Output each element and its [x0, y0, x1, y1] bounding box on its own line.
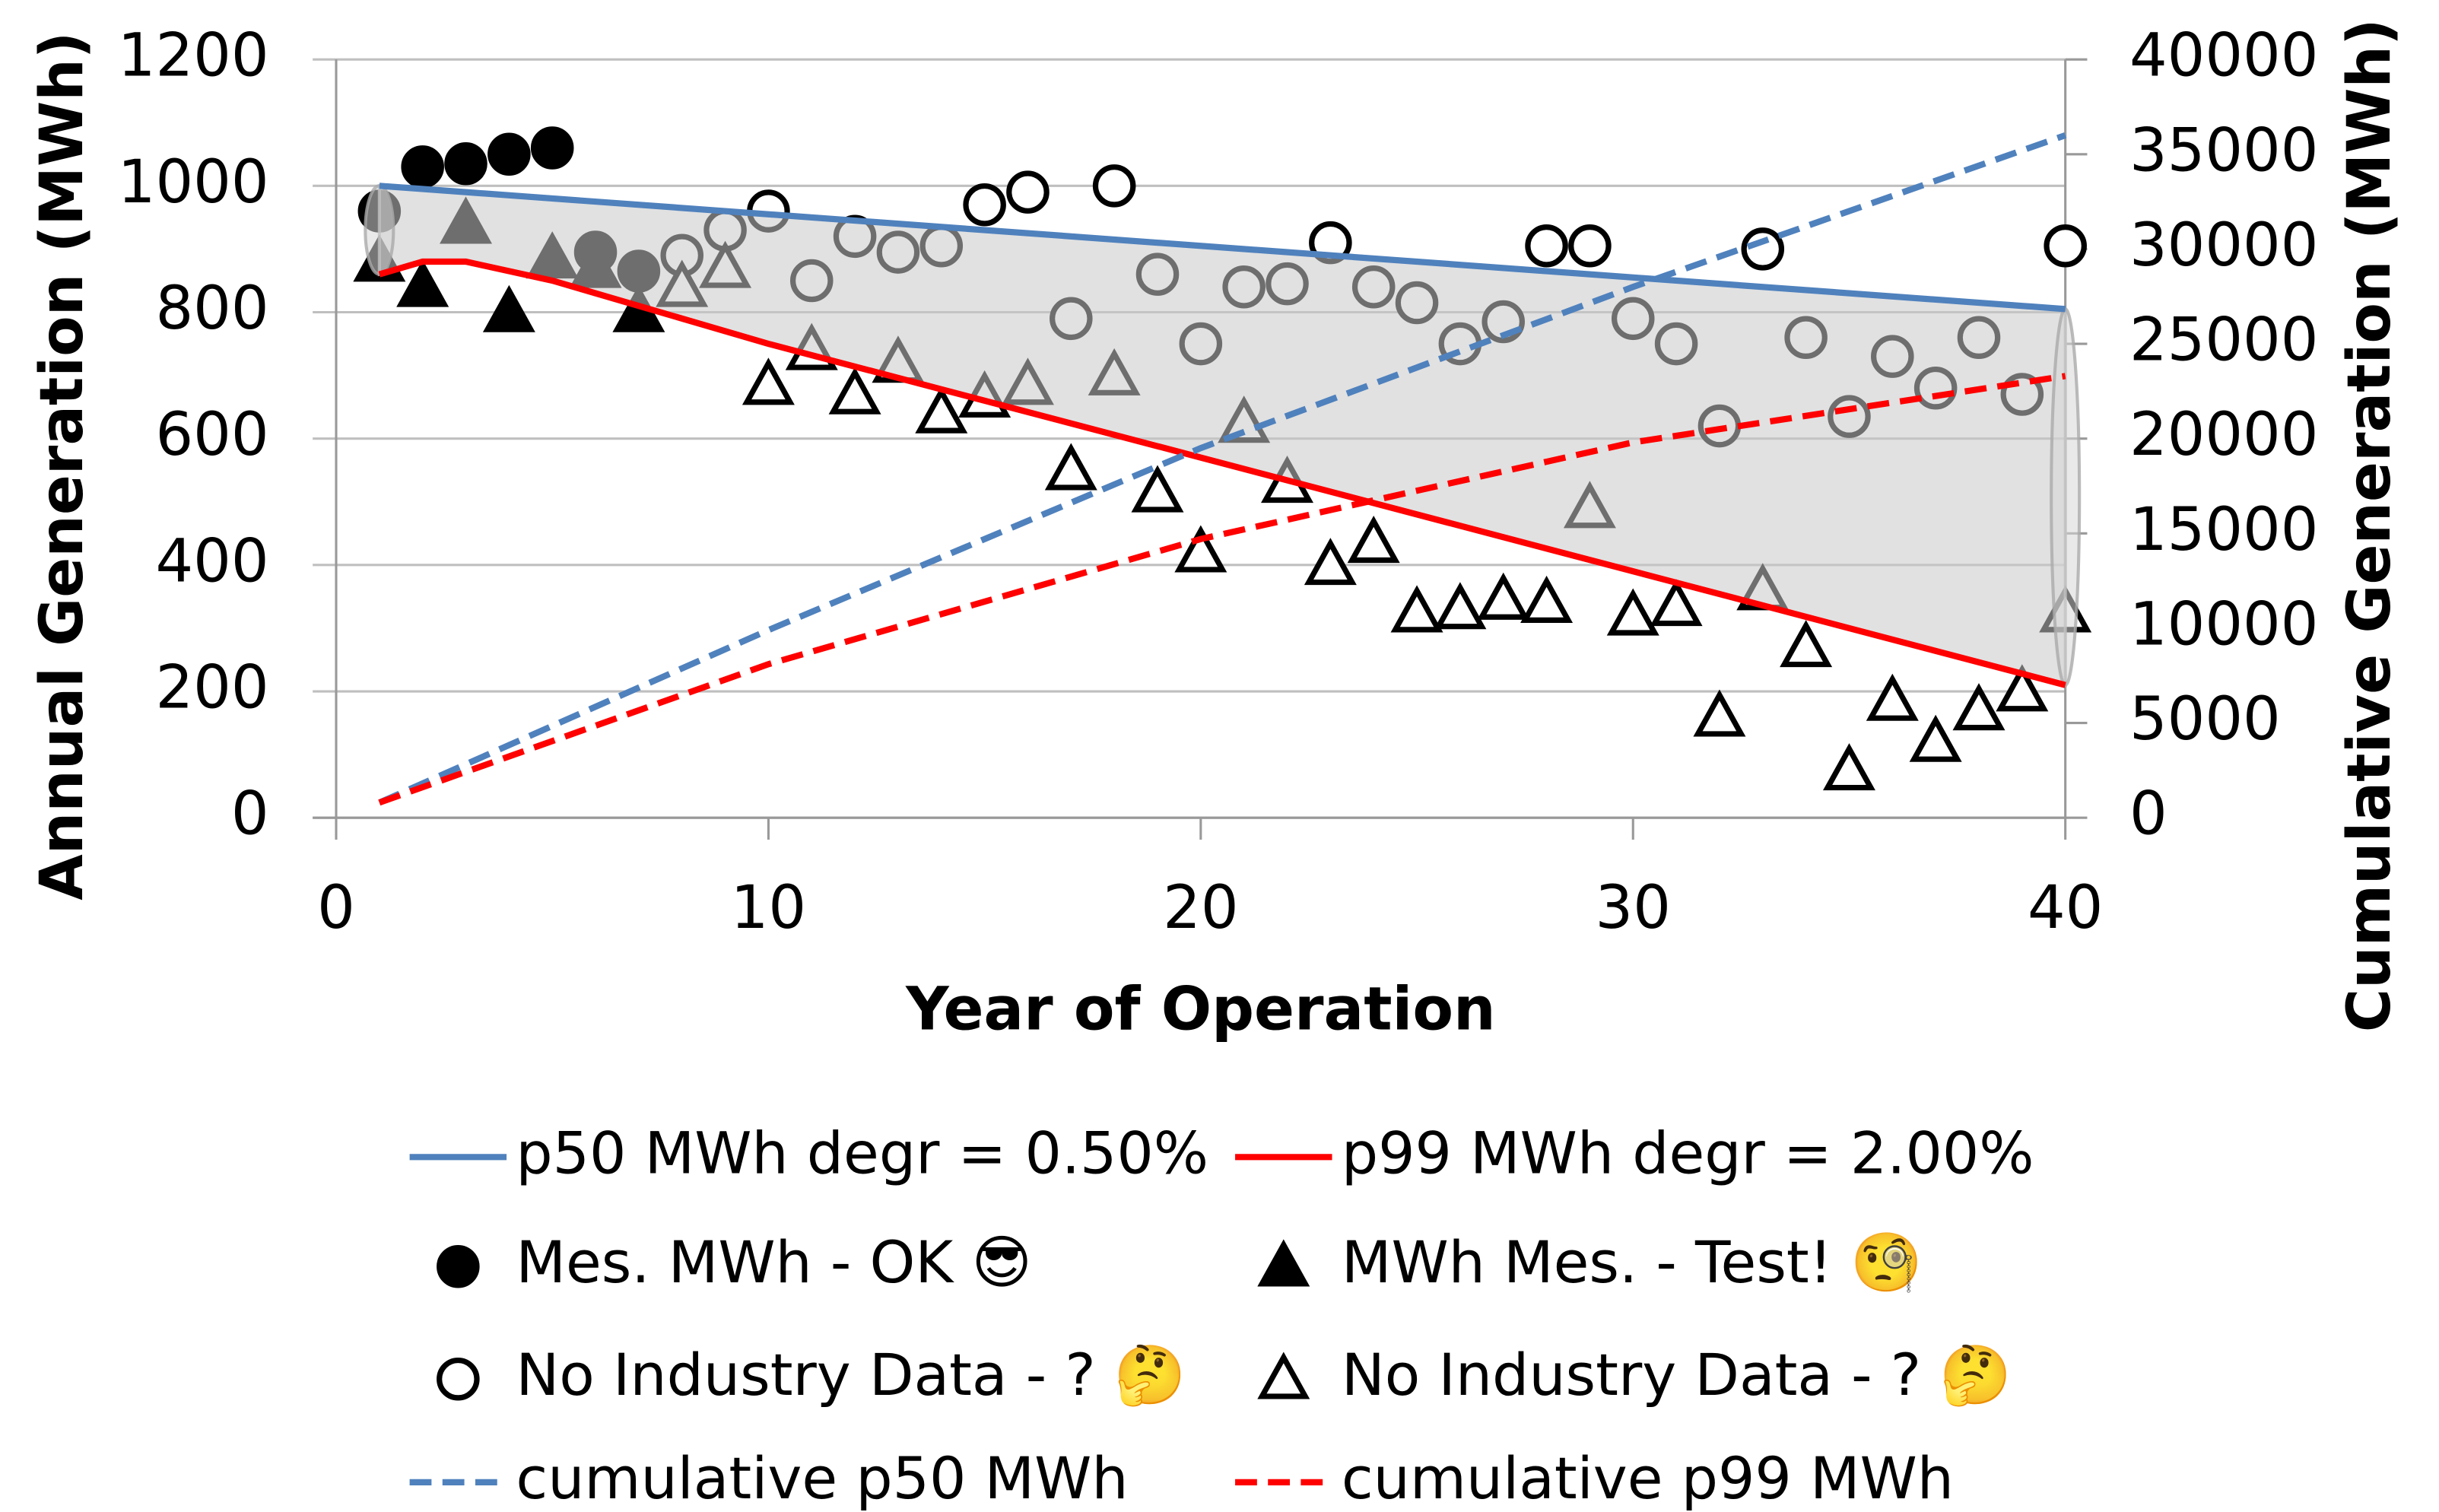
y-tick-label: 400: [155, 526, 268, 596]
y-axis-title: Annual Generation (MWh): [27, 31, 97, 900]
y-tick-label: 1000: [118, 148, 269, 217]
marker: [437, 1357, 480, 1401]
legend-label: cumulative p99 MWh: [1342, 1444, 1954, 1512]
marker: [1909, 714, 1962, 762]
y-tick-label: 800: [155, 274, 268, 343]
marker: [1650, 579, 1703, 627]
marker: [444, 141, 487, 186]
marker: [1257, 1239, 1310, 1287]
marker: [1568, 224, 1612, 268]
marker: [530, 126, 574, 170]
y2-tick-label: 35000: [2129, 116, 2318, 185]
marker: [1006, 170, 1050, 214]
y2-tick-label: 0: [2129, 780, 2167, 849]
legend-label: p50 MWh degr = 0.50%: [516, 1119, 1208, 1186]
marker: [1304, 538, 1357, 586]
line: [379, 183, 2066, 313]
marker: [437, 1244, 480, 1288]
legend-label: Mes. MWh - OK 😎: [516, 1228, 1031, 1296]
marker: [1996, 664, 2049, 712]
x-tick-label: 30: [1596, 873, 1671, 942]
marker: [1044, 443, 1097, 491]
marker: [1866, 673, 1919, 721]
marker: [828, 367, 881, 415]
line: [378, 373, 2066, 806]
x-axis-title: Year of Operation: [905, 975, 1496, 1044]
marker: [742, 357, 795, 405]
marker: [1477, 572, 1530, 620]
x-tick-label: 0: [317, 873, 355, 942]
labels: 0200400600800100012000500010000150002000…: [118, 21, 2319, 942]
y-tick-label: 1200: [118, 21, 269, 91]
marker: [1525, 224, 1568, 268]
x-tick-label: 40: [2028, 873, 2103, 942]
y2-tick-label: 5000: [2129, 685, 2281, 754]
line: [378, 132, 2067, 806]
marker: [2044, 224, 2087, 268]
lines: [378, 132, 2067, 806]
cone-end: [364, 184, 395, 276]
cone-end: [2050, 307, 2082, 687]
marker: [1780, 620, 1833, 668]
marker: [1174, 525, 1227, 573]
y2-tick-label: 15000: [2129, 495, 2318, 564]
line: [378, 258, 2066, 688]
legend: p50 MWh degr = 0.50% p99 MWh degr = 2.00%…: [409, 1119, 2034, 1512]
marker: [1390, 585, 1443, 633]
legend-label: cumulative p50 MWh: [516, 1444, 1128, 1512]
legend-label: No Industry Data - ? 🤔: [516, 1341, 1186, 1409]
legend-label: p99 MWh degr = 2.00%: [1342, 1119, 2034, 1186]
x-tick-label: 20: [1163, 873, 1238, 942]
marker: [915, 386, 968, 434]
y2-tick-label: 30000: [2129, 211, 2318, 280]
marker: [1257, 1352, 1310, 1399]
marker: [401, 145, 444, 189]
y2-tick-label: 10000: [2129, 589, 2318, 659]
marker: [1131, 465, 1184, 513]
marker: [487, 132, 531, 176]
y2-tick-label: 25000: [2129, 306, 2318, 375]
cone: [364, 184, 2082, 688]
marker: [1822, 743, 1875, 791]
marker: [1347, 515, 1400, 564]
marker: [482, 284, 535, 332]
marker: [963, 183, 1006, 227]
marker: [1952, 683, 2006, 731]
y-tick-label: 200: [155, 653, 268, 722]
marker: [1434, 582, 1487, 630]
marker: [1520, 575, 1574, 623]
marker: [1741, 227, 1785, 271]
y2-tick-label: 20000: [2129, 400, 2318, 469]
marker: [396, 259, 449, 307]
y2-axis-title: Cumulative Generation (MWh): [2335, 18, 2404, 1032]
marker: [1606, 588, 1659, 636]
x-tick-label: 10: [731, 873, 806, 942]
y-tick-label: 600: [155, 400, 268, 469]
y-tick-label: 0: [231, 780, 269, 849]
marker: [1092, 164, 1136, 208]
legend-label: No Industry Data - ? 🤔: [1342, 1341, 2012, 1409]
legend-label: MWh Mes. - Test! 🧐: [1342, 1228, 1923, 1296]
y2-tick-label: 40000: [2129, 21, 2318, 91]
cone-area: [377, 184, 2067, 688]
marker: [1693, 689, 1746, 737]
